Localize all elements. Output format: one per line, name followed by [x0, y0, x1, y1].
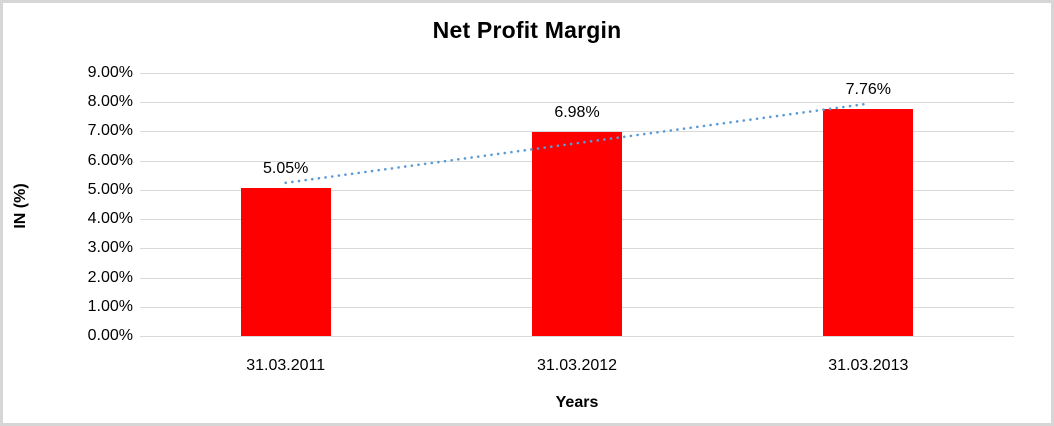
y-tick-label: 0.00% [87, 327, 133, 344]
data-label: 6.98% [554, 104, 600, 122]
bar [240, 188, 331, 336]
y-tick-label: 6.00% [87, 151, 133, 169]
y-tick-label: 5.00% [87, 180, 133, 198]
x-tick-label: 31.03.2011 [246, 357, 326, 374]
y-tick-label: 4.00% [87, 210, 133, 228]
y-axis-title: IN (%) [12, 183, 29, 229]
y-tick-label: 9.00% [87, 64, 133, 81]
trendline [284, 102, 870, 185]
bar [532, 132, 622, 336]
y-tick-label: 8.00% [87, 93, 133, 111]
gridline [140, 131, 1014, 133]
data-label: 5.05% [262, 160, 309, 178]
y-tick-label: 7.00% [87, 122, 133, 140]
gridline [140, 73, 1014, 74]
x-axis-title: Years [555, 394, 599, 411]
y-tick-label: 1.00% [87, 297, 133, 315]
x-tick-label: 31.03.2013 [828, 357, 909, 374]
bar [823, 109, 914, 336]
y-tick-label: 3.00% [87, 239, 133, 257]
gridline [140, 102, 1014, 104]
gridline [140, 336, 1014, 337]
y-tick-label: 2.00% [87, 268, 133, 286]
chart-title: Net Profit Margin [432, 17, 622, 43]
data-label: 7.76% [845, 81, 892, 99]
x-tick-label: 31.03.2012 [536, 357, 618, 374]
plot-area: 5.05% 6.98% 7.76% [140, 73, 1014, 337]
